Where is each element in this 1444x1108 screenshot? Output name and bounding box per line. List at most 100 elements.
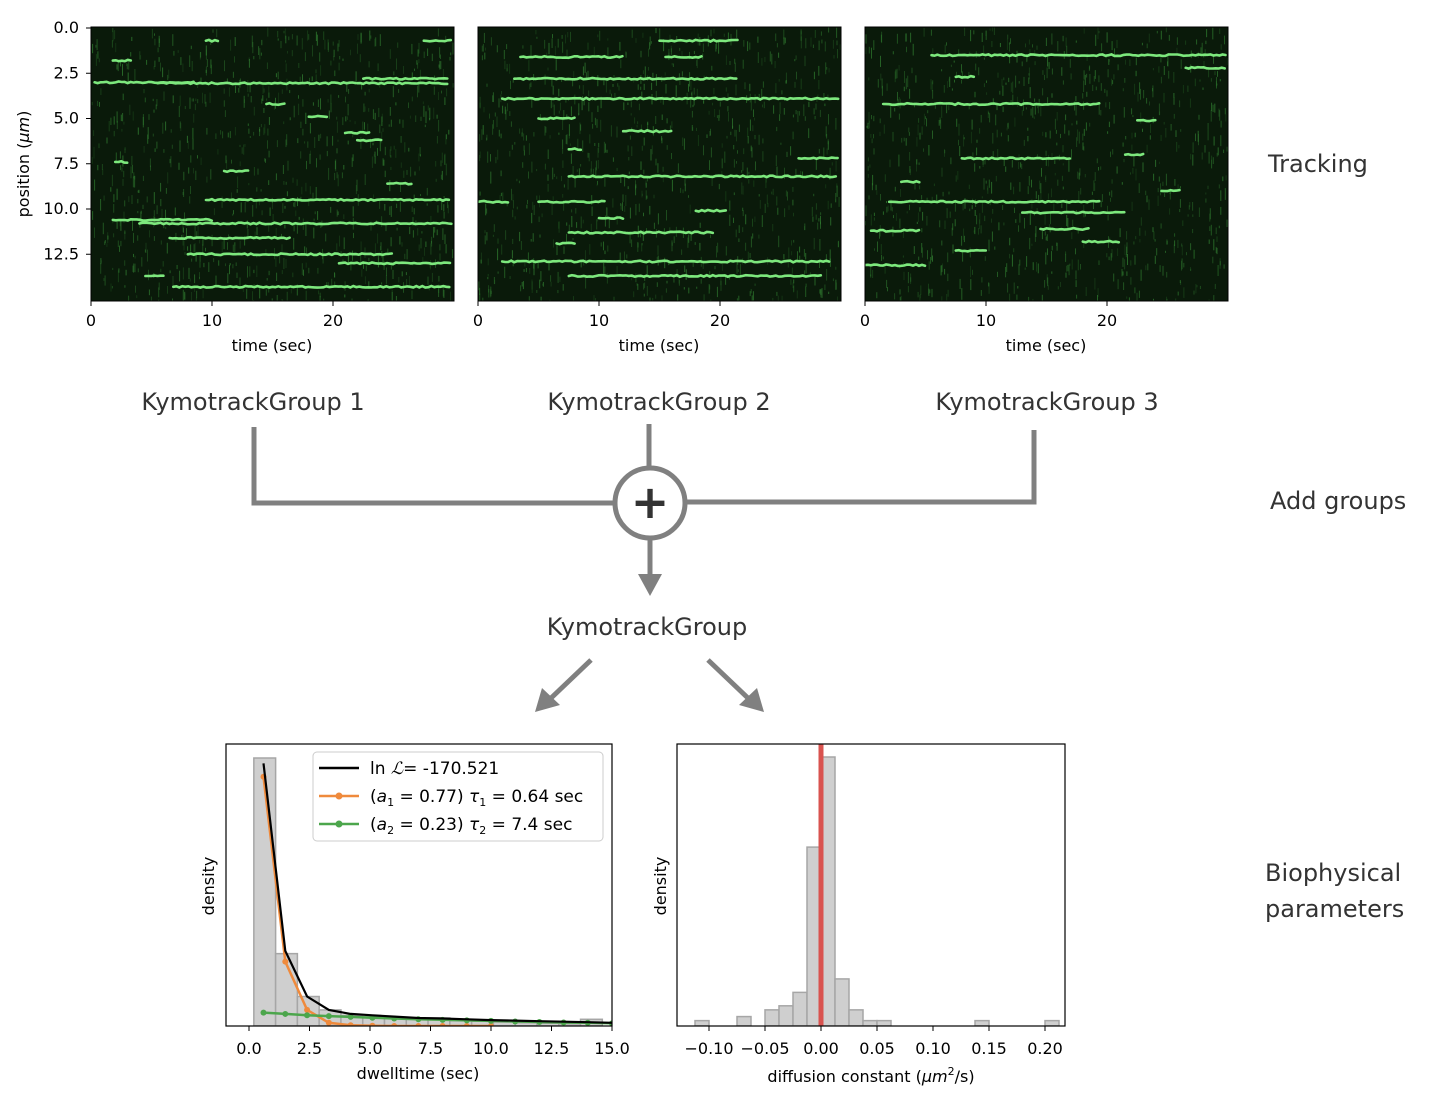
noise-speck [745, 214, 747, 225]
noise-speck [257, 168, 259, 175]
noise-speck [881, 254, 882, 261]
noise-speck [373, 194, 375, 200]
noise-speck [370, 221, 372, 231]
noise-speck [991, 27, 993, 32]
noise-speck [163, 149, 165, 153]
noise-speck [570, 153, 572, 164]
noise-speck [703, 294, 705, 301]
noise-speck [360, 137, 362, 149]
noise-speck [763, 101, 765, 109]
noise-speck [1179, 100, 1181, 108]
noise-speck [562, 160, 564, 168]
noise-speck [227, 242, 228, 250]
noise-speck [812, 216, 814, 222]
noise-speck [590, 168, 592, 177]
noise-speck [1034, 49, 1036, 56]
noise-speck [487, 258, 489, 266]
noise-speck [1159, 265, 1161, 272]
noise-speck [488, 289, 490, 298]
noise-speck [551, 38, 553, 48]
noise-speck [915, 75, 917, 83]
noise-speck [828, 68, 830, 73]
noise-speck [1198, 207, 1200, 217]
noise-speck [532, 233, 534, 242]
noise-speck [963, 134, 965, 147]
noise-speck [1034, 233, 1036, 242]
noise-speck [1083, 204, 1085, 212]
noise-speck [692, 104, 694, 108]
noise-speck [1062, 145, 1064, 153]
noise-speck [939, 220, 941, 228]
noise-speck [427, 276, 429, 285]
noise-speck [137, 268, 139, 273]
noise-speck [418, 153, 420, 162]
noise-speck [1085, 211, 1086, 217]
noise-speck [985, 30, 987, 36]
noise-speck [804, 270, 806, 275]
noise-speck [160, 240, 162, 245]
noise-speck [618, 85, 620, 91]
noise-speck [364, 122, 365, 130]
noise-speck [649, 42, 651, 50]
noise-speck [396, 227, 398, 231]
noise-speck [656, 282, 658, 287]
diffusion-x-tick-label: 0.10 [915, 1039, 951, 1058]
noise-speck [525, 135, 527, 141]
noise-speck [907, 286, 909, 293]
noise-speck [377, 147, 378, 156]
noise-speck [642, 32, 644, 38]
noise-speck [439, 47, 441, 58]
noise-speck [717, 242, 719, 253]
noise-speck [1005, 267, 1007, 278]
noise-speck [837, 296, 838, 301]
noise-speck [831, 162, 833, 166]
noise-speck [258, 201, 260, 206]
noise-speck [873, 212, 875, 216]
noise-speck [750, 100, 752, 111]
noise-speck [714, 109, 716, 118]
noise-speck [576, 169, 578, 172]
diffusion-x-tick-label: 0.15 [971, 1039, 1007, 1058]
noise-speck [787, 191, 788, 201]
noise-speck [523, 133, 525, 141]
noise-speck [194, 225, 196, 237]
noise-speck [773, 105, 775, 114]
noise-speck [170, 129, 172, 133]
noise-speck [328, 110, 330, 119]
noise-speck [696, 60, 698, 66]
noise-speck [1078, 191, 1080, 201]
noise-speck [835, 118, 837, 130]
noise-speck [811, 206, 813, 217]
noise-speck [1190, 153, 1192, 160]
kymograph-1-x-axis-label: time (sec) [232, 336, 313, 355]
noise-speck [390, 146, 392, 151]
noise-speck [590, 161, 592, 172]
noise-speck [521, 282, 523, 287]
noise-speck [1100, 200, 1102, 208]
noise-speck [758, 194, 760, 197]
noise-speck [334, 160, 336, 170]
noise-speck [117, 62, 119, 72]
noise-speck [783, 29, 785, 39]
noise-speck [897, 91, 898, 101]
noise-speck [1044, 214, 1046, 225]
noise-speck [675, 85, 677, 97]
noise-speck [1048, 154, 1049, 167]
diffusion-x-tick-label: 0.20 [1027, 1039, 1063, 1058]
noise-speck [653, 194, 655, 199]
noise-speck [1062, 80, 1064, 85]
noise-speck [1218, 184, 1220, 189]
noise-speck [239, 144, 241, 147]
noise-speck [669, 34, 671, 41]
noise-speck [266, 62, 268, 69]
noise-speck [113, 194, 115, 203]
noise-speck [1195, 133, 1196, 142]
noise-speck [692, 262, 694, 267]
noise-speck [361, 269, 363, 277]
noise-speck [1212, 27, 1214, 40]
noise-speck [595, 167, 597, 176]
noise-speck [617, 83, 619, 87]
noise-speck [1065, 251, 1067, 255]
noise-speck [815, 203, 817, 210]
noise-speck [422, 257, 424, 265]
